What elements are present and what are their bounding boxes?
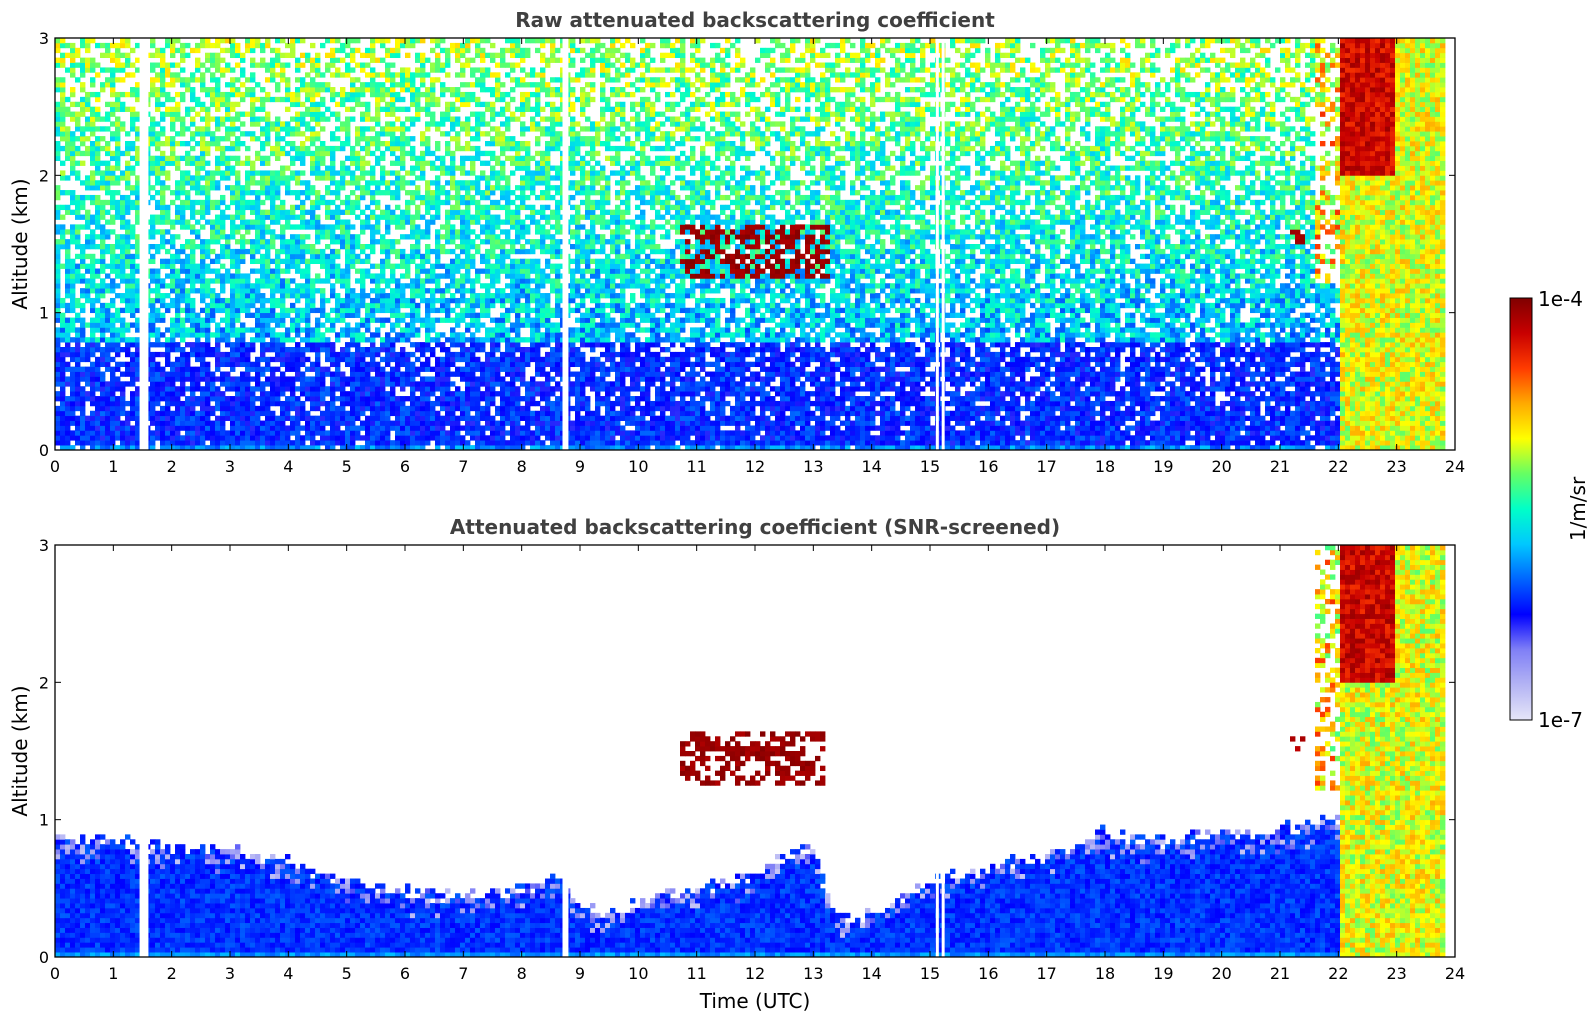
x-tick-label: 11 bbox=[686, 457, 706, 476]
panel-raw-y-ticks: 0 1 2 3 bbox=[39, 29, 1455, 460]
panel-screened-ylabel: Altitude (km) bbox=[8, 685, 32, 816]
x-tick-label: 4 bbox=[283, 964, 293, 983]
data-gap bbox=[941, 545, 945, 957]
panel-screened-x-ticks: 0 1 2 3 4 5 6 7 8 9 10 11 12 13 14 15 16 17 18 19 20 21 22 23 24 bbox=[50, 545, 1465, 983]
x-tick-label: 8 bbox=[517, 457, 527, 476]
x-tick-label: 17 bbox=[1036, 964, 1056, 983]
x-tick-label: 13 bbox=[803, 457, 823, 476]
x-tick-label: 5 bbox=[342, 964, 352, 983]
x-tick-label: 0 bbox=[50, 457, 60, 476]
colorbar: 1e-4 1e-7 1/m/sr bbox=[1509, 287, 1590, 732]
panel-screened-xlabel: Time (UTC) bbox=[699, 989, 811, 1013]
x-tick-label: 19 bbox=[1153, 964, 1173, 983]
data-gap bbox=[139, 38, 143, 450]
x-tick-label: 21 bbox=[1270, 964, 1290, 983]
x-tick-label: 18 bbox=[1095, 964, 1115, 983]
colorbar-gradient bbox=[1509, 297, 1533, 721]
x-tick-label: 2 bbox=[167, 964, 177, 983]
x-tick-label: 13 bbox=[803, 964, 823, 983]
y-tick-label: 3 bbox=[39, 29, 49, 48]
y-tick-label: 2 bbox=[39, 673, 49, 692]
panel-screened-title: Attenuated backscattering coefficient (S… bbox=[450, 515, 1060, 539]
x-tick-label: 6 bbox=[400, 457, 410, 476]
x-tick-label: 18 bbox=[1095, 457, 1115, 476]
x-tick-label: 14 bbox=[861, 457, 881, 476]
data-gap bbox=[142, 38, 146, 450]
colorbar-max-label: 1e-4 bbox=[1538, 287, 1583, 311]
x-tick-label: 22 bbox=[1328, 964, 1348, 983]
data-gap bbox=[562, 545, 566, 957]
data-gap bbox=[145, 545, 149, 957]
y-tick-label: 0 bbox=[39, 441, 49, 460]
y-tick-label: 1 bbox=[39, 811, 49, 830]
data-gap bbox=[145, 38, 149, 450]
x-tick-label: 11 bbox=[686, 964, 706, 983]
x-tick-label: 20 bbox=[1211, 457, 1231, 476]
data-gap bbox=[935, 38, 939, 450]
x-tick-label: 3 bbox=[225, 964, 235, 983]
x-tick-label: 6 bbox=[400, 964, 410, 983]
x-tick-label: 4 bbox=[283, 457, 293, 476]
data-gap bbox=[562, 38, 566, 450]
x-tick-label: 7 bbox=[458, 964, 468, 983]
x-tick-label: 3 bbox=[225, 457, 235, 476]
x-tick-label: 14 bbox=[861, 964, 881, 983]
x-tick-label: 2 bbox=[167, 457, 177, 476]
panel-screened-y-ticks: 0 1 2 3 bbox=[39, 536, 1455, 967]
data-gap bbox=[565, 38, 569, 450]
x-tick-label: 16 bbox=[978, 457, 998, 476]
x-tick-label: 15 bbox=[920, 457, 940, 476]
data-gap bbox=[941, 38, 945, 450]
data-gap bbox=[935, 545, 939, 957]
y-tick-label: 1 bbox=[39, 304, 49, 323]
panel-raw-heatmap bbox=[55, 38, 1446, 451]
x-tick-label: 15 bbox=[920, 964, 940, 983]
x-tick-label: 24 bbox=[1445, 457, 1465, 476]
x-tick-label: 10 bbox=[628, 964, 648, 983]
x-tick-label: 20 bbox=[1211, 964, 1231, 983]
x-tick-label: 0 bbox=[50, 964, 60, 983]
data-gap bbox=[565, 545, 569, 957]
x-tick-label: 17 bbox=[1036, 457, 1056, 476]
panel-screened: Attenuated backscattering coefficient (S… bbox=[8, 515, 1465, 1013]
x-tick-label: 9 bbox=[575, 457, 585, 476]
x-tick-label: 1 bbox=[108, 964, 118, 983]
panel-raw-x-ticks: 0 1 2 3 4 5 6 7 8 9 10 11 12 13 14 15 16 17 18 19 20 21 22 23 24 bbox=[50, 38, 1465, 476]
x-tick-label: 1 bbox=[108, 457, 118, 476]
x-tick-label: 12 bbox=[745, 964, 765, 983]
x-tick-label: 19 bbox=[1153, 457, 1173, 476]
x-tick-label: 21 bbox=[1270, 457, 1290, 476]
y-tick-label: 0 bbox=[39, 948, 49, 967]
x-tick-label: 24 bbox=[1445, 964, 1465, 983]
x-tick-label: 7 bbox=[458, 457, 468, 476]
x-tick-label: 10 bbox=[628, 457, 648, 476]
x-tick-label: 9 bbox=[575, 964, 585, 983]
x-tick-label: 5 bbox=[342, 457, 352, 476]
panel-raw-ylabel: Altitude (km) bbox=[8, 178, 32, 309]
x-tick-label: 16 bbox=[978, 964, 998, 983]
panel-screened-heatmap bbox=[55, 545, 1446, 958]
colorbar-label: 1/m/sr bbox=[1566, 476, 1590, 541]
colorbar-min-label: 1e-7 bbox=[1538, 708, 1583, 732]
panel-raw-title: Raw attenuated backscattering coefficien… bbox=[515, 8, 995, 32]
x-tick-label: 12 bbox=[745, 457, 765, 476]
x-tick-label: 23 bbox=[1386, 457, 1406, 476]
x-tick-label: 8 bbox=[517, 964, 527, 983]
data-gap bbox=[142, 545, 146, 957]
y-tick-label: 3 bbox=[39, 536, 49, 555]
x-tick-label: 23 bbox=[1386, 964, 1406, 983]
x-tick-label: 22 bbox=[1328, 457, 1348, 476]
y-tick-label: 2 bbox=[39, 166, 49, 185]
panel-raw: Raw attenuated backscattering coefficien… bbox=[8, 8, 1465, 476]
data-gap bbox=[139, 545, 143, 957]
